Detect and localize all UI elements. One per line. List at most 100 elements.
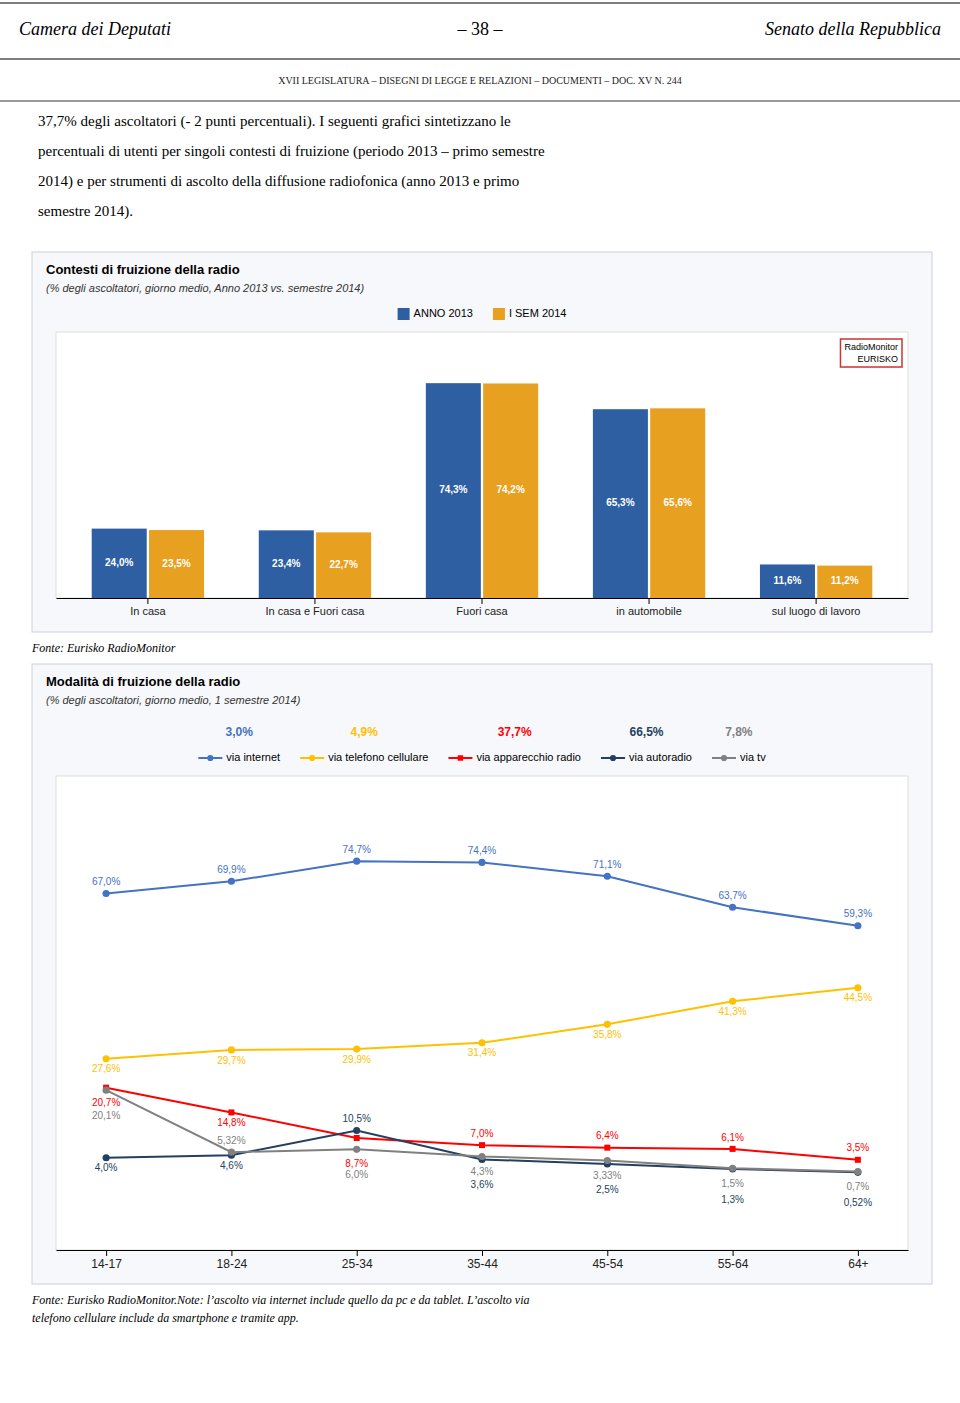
- data-label: 29,7%: [217, 1055, 245, 1066]
- header-right: Senato della Repubblica: [765, 19, 941, 39]
- data-label: 14,8%: [217, 1117, 245, 1128]
- legend-item: via apparecchio radio: [448, 751, 581, 763]
- chart-panel: Modalità di fruizione della radio(% degl…: [32, 664, 932, 1284]
- legend-swatch: [398, 308, 410, 320]
- point: [353, 1146, 360, 1153]
- body-line: semestre 2014).: [38, 203, 133, 220]
- legend-label: via internet: [226, 751, 280, 763]
- marks: [103, 858, 862, 1176]
- data-label: 3,33%: [593, 1170, 621, 1181]
- data-label: 23,4%: [272, 558, 300, 569]
- point: [729, 998, 736, 1005]
- chart-subtitle: (% degli ascoltatori, giorno medio, 1 se…: [46, 694, 301, 706]
- x-tick-mark: [106, 1250, 107, 1256]
- bar: [483, 383, 538, 598]
- bar: [92, 529, 147, 598]
- data-label: 3,6%: [471, 1179, 494, 1190]
- point: [103, 1087, 110, 1094]
- data-labels: 67,0%27,6%20,7%20,1%4,0%69,9%29,7%14,8%5…: [92, 844, 872, 1208]
- point: [854, 984, 861, 991]
- bar: [593, 409, 648, 598]
- series-line: [106, 1090, 858, 1171]
- x-tick-label: 35-44: [467, 1257, 498, 1271]
- data-label: 71,1%: [593, 859, 621, 870]
- header-percentage: 37,7%: [498, 725, 532, 739]
- data-label: 67,0%: [92, 876, 120, 887]
- legend-label: via tv: [740, 751, 766, 763]
- data-label: 4,6%: [220, 1160, 243, 1171]
- x-axis: 14-1718-2425-3435-4445-5455-6464+: [57, 1250, 909, 1271]
- point: [854, 1168, 861, 1175]
- header-percentage: 4,9%: [351, 725, 379, 739]
- subheader-rule: [0, 101, 960, 102]
- data-label: 59,3%: [844, 908, 872, 919]
- data-label: 20,7%: [92, 1097, 120, 1108]
- legend-marker: [721, 755, 727, 761]
- x-tick-label: 45-54: [592, 1257, 623, 1271]
- data-label: 44,5%: [844, 992, 872, 1003]
- point: [854, 922, 861, 929]
- bar: [316, 532, 371, 598]
- x-tick-mark: [816, 598, 817, 604]
- bar: [426, 383, 481, 598]
- source-note: Fonte: Eurisko RadioMonitor: [31, 641, 176, 655]
- point: [729, 1165, 736, 1172]
- data-label: 69,9%: [217, 864, 245, 875]
- x-tick: in automobile: [616, 598, 681, 617]
- x-tick-label: 18-24: [217, 1257, 248, 1271]
- x-tick: 18-24: [217, 1250, 248, 1271]
- chart-title: Contesti di fruizione della radio: [46, 262, 240, 277]
- bar: [817, 566, 872, 598]
- x-tick-label: Fuori casa: [456, 605, 508, 617]
- x-tick-label: in automobile: [616, 605, 681, 617]
- bar: [149, 530, 204, 598]
- x-axis: In casaIn casa e Fuori casaFuori casain …: [57, 598, 909, 617]
- x-tick-mark: [733, 1250, 734, 1256]
- source-note: Fonte: Eurisko RadioMonitor.Note: l’asco…: [31, 1293, 529, 1307]
- series-line: [106, 1088, 858, 1160]
- chart-panel: Contesti di fruizione della radio (% degl…: [32, 252, 932, 632]
- data-label: 10,5%: [343, 1113, 371, 1124]
- data-label: 3,5%: [846, 1142, 869, 1153]
- point: [228, 878, 235, 885]
- data-label: 22,7%: [329, 559, 357, 570]
- data-label: 27,6%: [92, 1063, 120, 1074]
- x-tick: In casa: [130, 598, 166, 617]
- subheader: XVII LEGISLATURA – DISEGNI DI LEGGE E RE…: [278, 75, 682, 86]
- point: [228, 1046, 235, 1053]
- point: [354, 1135, 360, 1141]
- bar: [650, 408, 705, 598]
- chart-subtitle: (% degli ascoltatori, giorno medio, Anno…: [46, 282, 364, 294]
- body-line: 37,7% degli ascoltatori (- 2 punti perce…: [38, 113, 511, 130]
- logo-text: EURISKO: [857, 354, 898, 364]
- data-label: 65,3%: [606, 497, 634, 508]
- bar: [259, 530, 314, 598]
- data-labels: 24,0%23,4%74,3%65,3%11,6%23,5%22,7%74,2%…: [105, 484, 859, 586]
- x-tick-label: sul luogo di lavoro: [772, 605, 861, 617]
- data-label: 11,2%: [831, 575, 859, 586]
- data-label: 1,3%: [721, 1194, 744, 1205]
- point: [353, 858, 360, 865]
- legend-item: via internet: [198, 751, 280, 763]
- x-tick-label: In casa: [130, 605, 166, 617]
- x-tick-mark: [231, 1250, 232, 1256]
- x-tick: Fuori casa: [456, 598, 508, 617]
- x-tick-mark: [482, 598, 483, 604]
- legend: via internet via telefono cellulare via ap…: [198, 751, 766, 763]
- legend-swatch: [493, 308, 505, 320]
- panel-background: [32, 252, 932, 632]
- plot-area: [56, 332, 908, 598]
- legend-label: I SEM 2014: [509, 307, 566, 319]
- point: [729, 904, 736, 911]
- x-tick-mark: [858, 1250, 859, 1256]
- panel-background: [32, 664, 932, 1284]
- legend-marker: [458, 755, 463, 760]
- header-percentage: 7,8%: [725, 725, 753, 739]
- x-tick-label: 14-17: [91, 1257, 122, 1271]
- point: [729, 1165, 736, 1172]
- legend-item: via telefono cellulare: [300, 751, 428, 763]
- legend-item: I SEM 2014: [493, 307, 566, 320]
- data-label: 23,5%: [162, 558, 190, 569]
- logo-box: RadioMonitorEURISKO: [840, 339, 902, 367]
- point: [730, 1146, 736, 1152]
